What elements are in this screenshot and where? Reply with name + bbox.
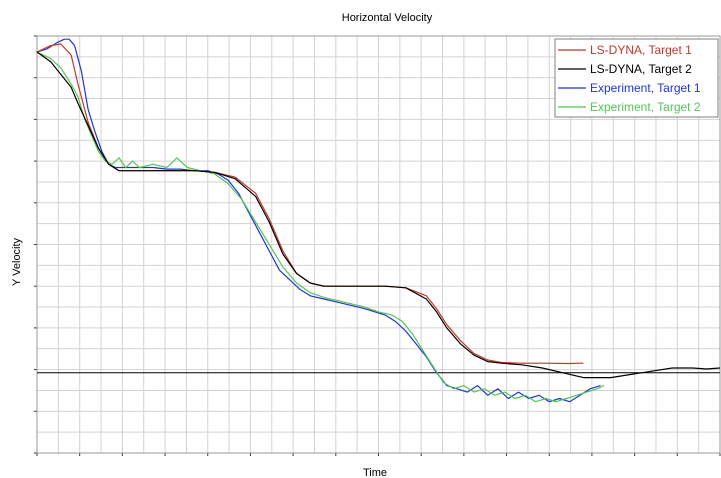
legend: LS-DYNA, Target 1 LS-DYNA, Target 2 Experi… [554,38,719,118]
legend-item: LS-DYNA, Target 1 [558,43,692,57]
series-line-ls-dyna-target-1 [36,43,584,365]
legend-label: Experiment, Target 1 [590,81,701,95]
legend-label: Experiment, Target 2 [590,100,701,114]
legend-item: LS-DYNA, Target 2 [558,62,692,76]
y-axis-label: Y Velocity [11,237,23,286]
x-axis-label: Time [363,467,387,478]
legend-item: Experiment, Target 2 [558,100,701,114]
legend-item: Experiment, Target 1 [558,81,701,95]
series-layer [36,38,721,403]
series-line-experiment-target-1 [36,38,601,403]
grid [34,35,721,456]
series-line-experiment-target-2 [36,51,605,403]
legend-box [554,38,719,118]
chart-title: Horizontal Velocity [342,12,433,24]
series-line-ls-dyna-target-2 [36,51,721,379]
legend-label: LS-DYNA, Target 2 [590,62,692,76]
legend-label: LS-DYNA, Target 1 [590,43,692,57]
plot-area-border [36,35,721,454]
